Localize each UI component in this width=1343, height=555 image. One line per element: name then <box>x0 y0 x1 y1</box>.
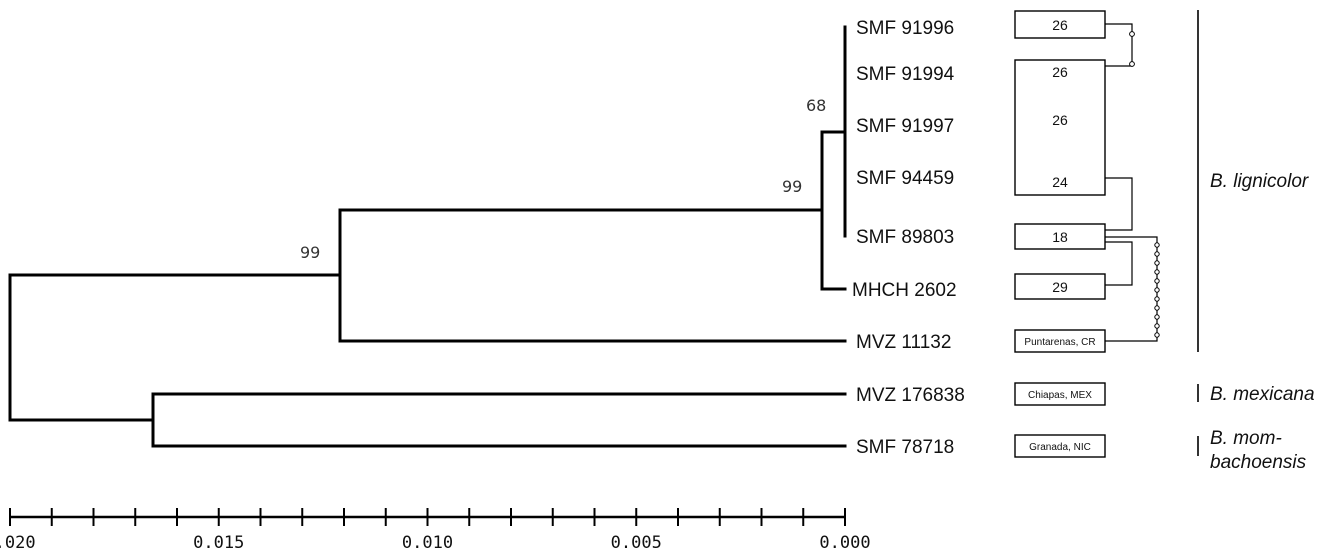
scale-tick-label: 0.015 <box>193 533 244 553</box>
taxon-label: MVZ 176838 <box>856 385 965 406</box>
locality-box <box>1014 434 1106 458</box>
count-box <box>1014 273 1106 300</box>
species-name: bachoensis <box>1210 452 1307 473</box>
taxon-label: SMF 91994 <box>856 64 955 85</box>
locality-label: Puntarenas, CR <box>1024 337 1095 348</box>
count-box <box>1014 223 1106 250</box>
connector-knot-chain <box>1154 242 1160 338</box>
count-box-value: 29 <box>1052 279 1068 295</box>
taxon-label: SMF 89803 <box>856 227 954 248</box>
species-groups: B. lignicolor B. mexicana B. mom- bachoe… <box>1197 10 1315 473</box>
count-box-value: 18 <box>1052 229 1068 245</box>
scale-tick-label: 0.020 <box>0 533 36 553</box>
box-connectors <box>1105 23 1160 342</box>
species-name: B. mom- <box>1210 428 1282 449</box>
taxon-label: MVZ 11132 <box>856 332 951 353</box>
count-box-value: 24 <box>1052 174 1068 190</box>
taxon-label: MHCH 2602 <box>852 280 957 301</box>
connector-18-29 <box>1105 241 1133 286</box>
count-box-group <box>1014 59 1106 196</box>
taxon-label: SMF 94459 <box>856 168 954 189</box>
count-box-value: 26 <box>1052 64 1068 80</box>
count-box-value: 26 <box>1052 112 1068 128</box>
scale-tick-label: 0.000 <box>819 533 870 553</box>
locality-label: Granada, NIC <box>1029 442 1091 453</box>
taxon-labels: SMF 91996 SMF 91994 SMF 91997 SMF 94459 … <box>852 18 965 458</box>
scale-bar: 0.020 0.015 0.010 0.005 0.000 <box>0 508 871 553</box>
haplotype-boxes: 26 26 26 24 18 29 Puntarenas, CR Chiapas… <box>1014 10 1106 458</box>
scale-tick-label: 0.005 <box>611 533 662 553</box>
count-box-value: 26 <box>1052 17 1068 33</box>
bootstrap-label: 68 <box>806 96 826 115</box>
connector-24-18 <box>1105 177 1133 231</box>
scale-tick-label: 0.010 <box>402 533 453 553</box>
taxon-label: SMF 91997 <box>856 116 954 137</box>
locality-label: Chiapas, MEX <box>1028 390 1092 401</box>
species-name: B. mexicana <box>1210 384 1315 405</box>
bootstrap-label: 99 <box>782 177 802 196</box>
bootstrap-label: 99 <box>300 243 320 262</box>
connector-18-puntarenas <box>1105 236 1158 342</box>
species-name: B. lignicolor <box>1210 171 1309 192</box>
taxon-label: SMF 91996 <box>856 18 954 39</box>
tree-branches <box>8 25 847 448</box>
connector-knot <box>1129 31 1135 37</box>
connector-26-26 <box>1105 23 1133 67</box>
taxon-label: SMF 78718 <box>856 437 954 458</box>
connector-knot <box>1129 61 1135 67</box>
locality-box <box>1014 382 1106 406</box>
